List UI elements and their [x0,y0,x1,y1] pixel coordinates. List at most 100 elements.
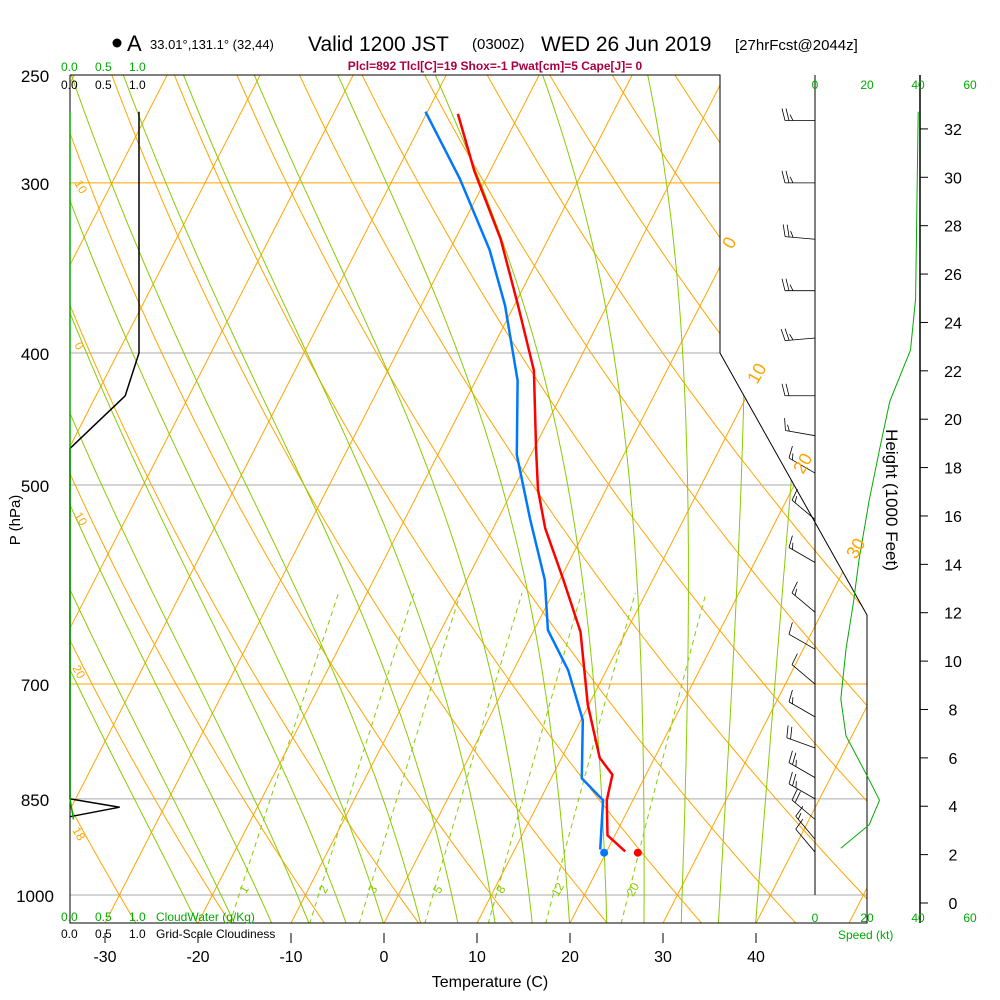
wind-barb [788,446,816,474]
x-tick-label: -10 [279,949,302,966]
mixing-ratio-label: 2 [316,883,332,896]
speed-scale-20: 20 [860,78,874,92]
dewpoint-line [424,111,605,850]
x-tick-label: 20 [561,949,579,966]
isotherm-line [70,75,360,923]
wind-barb-glyph [781,108,815,121]
height-tick-label: 4 [949,799,958,816]
height-tick-label: 24 [944,315,962,332]
moist-adiabat-line [70,75,347,923]
y-axis-label: P (hPa) [7,495,24,546]
wind-barb-glyph [791,581,816,613]
moist-adiabat-line [70,75,310,923]
cloudiness-scale-05-bottom: 0.5 [95,927,112,941]
dry-adiabat-label: 10 [71,510,90,529]
x-tick-label: 0 [380,949,389,966]
dry-adiabat-line [299,75,867,923]
speed-scale-60: 60 [963,78,977,92]
height-tick-label: 8 [949,702,958,719]
mixing-ratio-label: 8 [493,883,509,896]
dry-adiabat-label: 0 [71,340,87,353]
x-tick-label: 40 [747,949,765,966]
dry-adiabat-line [236,75,797,923]
wind-barb [788,535,816,563]
wind-barb-glyph [786,725,816,749]
cloudwater-scale-1-bottom: 1.0 [129,910,146,924]
isotherm-line [383,75,825,923]
wind-barb [791,488,816,520]
wind-barb-glyph [788,771,816,800]
dry-adiabat-line [736,75,867,923]
pressure-tick-label: 700 [21,676,49,695]
speed-scale-40-bottom: 40 [911,911,925,925]
height-tick-label: 20 [944,412,962,429]
mixing-ratio-label: 20 [623,880,642,899]
mixing-ratio-line [229,592,340,923]
isotherm-label: 0 [718,233,740,252]
temperature-line [456,113,627,853]
wind-barb [780,328,816,342]
dry-adiabat-line [70,75,514,923]
wind-barb-glyph [780,328,816,342]
dry-adiabat-line [486,75,867,923]
cloudiness-scale-0: 0.0 [61,78,78,92]
height-tick-label: 2 [949,848,958,865]
wind-barb-glyph [788,689,816,718]
location-marker-icon [112,38,122,48]
location-coords: 33.01°,131.1° (32,44) [150,37,274,52]
height-tick-label: 18 [944,461,962,478]
cloudwater-scale-0-bottom: 0.0 [61,910,78,924]
isotherm-line [70,75,267,923]
cloudiness-scale-1: 1.0 [129,78,146,92]
dry-adiabat-label: 18 [69,825,88,844]
speed-scale-40: 40 [911,78,925,92]
moist-adiabat-line [70,75,236,923]
dry-adiabat-line [111,75,609,923]
wind-barb [782,224,816,240]
dry-adiabat-label: 20 [69,663,88,682]
wind-barb [788,750,816,778]
moist-adiabat-line [537,75,645,923]
dry-adiabat-line [70,75,420,923]
height-tick-label: 26 [944,267,962,284]
dry-adiabat-line [424,75,867,923]
pressure-tick-label: 500 [21,477,49,496]
moist-adiabat-line [248,75,533,923]
x-tick-label: -30 [93,949,116,966]
utc-time: (0300Z) [472,36,525,53]
height-tick-label: 0 [949,896,958,913]
valid-time: Valid 1200 JST [308,33,449,56]
isotherm-line [476,75,867,923]
mixing-ratio-line [487,592,583,923]
height-tick-label: 30 [944,170,962,187]
cloudwater-line [69,111,75,820]
isotherm-line [755,75,867,923]
plot-frame [69,74,921,924]
wind-speed-line [840,111,919,849]
dry-adiabat-line [70,75,326,923]
wind-barb [788,622,816,650]
isotherm-line [290,75,732,923]
wind-barb-glyph [788,535,816,563]
height-tick-label: 22 [944,364,962,381]
dry-adiabat-line [70,75,232,923]
y2-axis-label: Height (1000 Feet) [882,429,901,571]
wind-barb-glyph [784,418,816,437]
plot-area [70,75,1000,924]
moist-adiabat-line [429,75,608,923]
dry-adiabat-line [611,75,867,923]
dry-adiabat-line [988,75,1000,924]
mixing-ratio-line [545,592,636,923]
wind-barb [788,689,816,718]
pressure-tick-label: 400 [21,345,49,364]
surface-dewpoint-point [600,848,609,857]
wind-barb [788,771,816,800]
height-tick-label: 28 [944,219,962,236]
dry-adiabat-line [70,75,137,923]
mixing-ratio-label: 3 [365,883,381,896]
x-axis-label: Temperature (C) [432,974,548,991]
height-tick-label: 16 [944,509,962,526]
moist-adiabat-line [70,75,199,923]
x-tick-label: 30 [654,949,672,966]
isotherm-line [848,75,867,923]
